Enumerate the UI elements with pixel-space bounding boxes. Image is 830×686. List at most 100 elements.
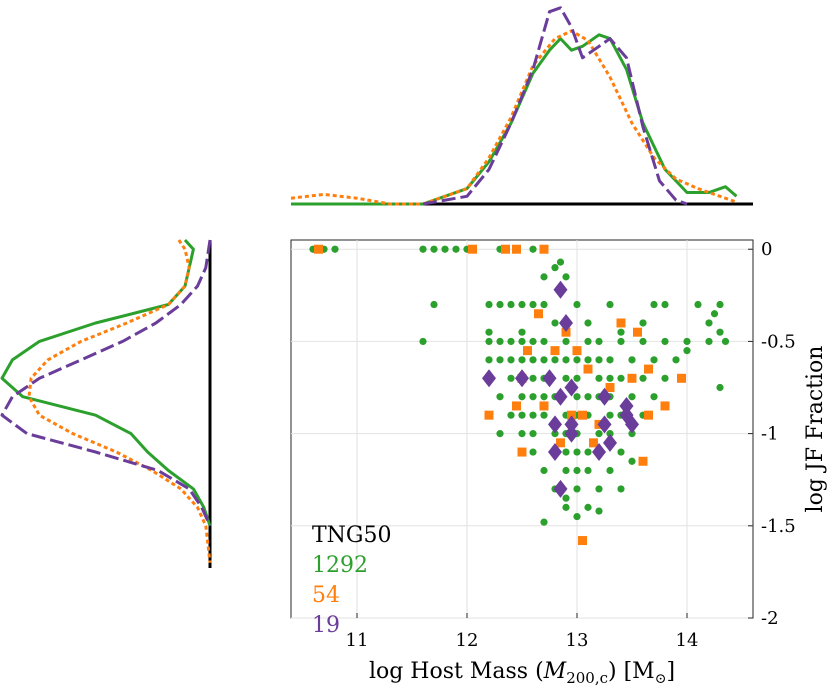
point-green-circle	[518, 411, 526, 419]
point-green-circle	[716, 383, 724, 392]
point-green-circle	[551, 430, 559, 438]
point-orange-square	[539, 401, 549, 411]
point-orange-square	[550, 346, 560, 356]
point-green-circle	[573, 448, 581, 456]
point-purple-diamond	[482, 369, 496, 388]
point-green-circle	[650, 356, 658, 364]
point-green-circle	[529, 393, 537, 401]
point-green-circle	[485, 356, 493, 364]
point-green-circle	[540, 300, 548, 309]
point-green-circle	[584, 393, 592, 401]
point-orange-square	[512, 401, 521, 411]
point-purple-diamond	[515, 369, 529, 388]
point-green-circle	[573, 512, 581, 521]
gridlines	[291, 240, 753, 619]
point-green-circle	[661, 374, 669, 382]
point-purple-diamond	[625, 415, 639, 434]
point-green-circle	[496, 430, 504, 438]
point-green-circle	[617, 374, 625, 382]
point-purple-diamond	[553, 280, 568, 299]
point-purple-diamond	[553, 387, 568, 406]
point-green-circle	[496, 393, 504, 401]
point-orange-square	[572, 346, 582, 356]
scatter-panel: 11 12 13 14 0 -0.5 -1 -1.5 -2	[290, 239, 796, 651]
point-green-circle	[705, 337, 713, 346]
point-green-circle	[628, 356, 636, 364]
point-purple-diamond	[597, 415, 612, 434]
point-green-circle	[562, 337, 570, 346]
point-orange-square	[578, 536, 587, 546]
point-green-circle	[716, 300, 724, 309]
point-green-circle	[507, 374, 515, 382]
point-green-circle	[628, 393, 636, 401]
x-tick-label: 13	[566, 630, 589, 651]
point-orange-square	[616, 318, 626, 328]
point-purple-diamond	[564, 378, 579, 397]
y-tick-label: -0.5	[761, 331, 796, 352]
x-tick-label: 11	[346, 630, 369, 651]
point-orange-square	[605, 383, 615, 393]
point-green-circle	[556, 258, 565, 266]
point-green-circle	[606, 300, 614, 309]
point-green-circle	[518, 430, 526, 438]
point-orange-square	[633, 327, 642, 337]
point-orange-square	[589, 438, 598, 448]
point-green-circle	[595, 485, 603, 493]
point-green-circle	[540, 337, 548, 346]
point-green-circle	[639, 374, 647, 382]
point-green-circle	[540, 356, 548, 364]
point-green-circle	[617, 337, 625, 346]
kde-curve-top-54	[290, 29, 737, 206]
point-green-circle	[507, 356, 515, 364]
point-green-circle	[606, 356, 614, 364]
y-tick-label: -2	[761, 608, 779, 629]
point-green-circle	[595, 337, 603, 346]
point-green-circle	[584, 503, 592, 511]
point-orange-square	[677, 373, 686, 383]
point-green-circle	[540, 411, 548, 419]
point-orange-square	[583, 364, 593, 374]
point-orange-square	[578, 410, 587, 420]
point-purple-diamond	[597, 387, 612, 406]
point-orange-square	[468, 244, 477, 254]
y-axis-ticks: 0 -0.5 -1 -1.5 -2	[748, 239, 796, 629]
point-purple-diamond	[548, 415, 562, 434]
y-tick-label: -1	[761, 424, 779, 445]
point-orange-square	[534, 309, 543, 319]
point-green-circle	[606, 374, 614, 382]
point-green-circle	[551, 319, 559, 327]
point-purple-diamond	[542, 369, 557, 388]
point-purple-diamond	[548, 443, 562, 462]
scatter-points	[309, 244, 730, 546]
point-green-circle	[606, 411, 614, 419]
point-green-circle	[518, 393, 526, 401]
point-green-circle	[551, 356, 559, 364]
point-green-circle	[721, 337, 730, 346]
point-green-circle	[705, 319, 713, 327]
point-green-circle	[683, 347, 691, 355]
point-green-circle	[540, 393, 548, 401]
point-green-circle	[485, 337, 493, 346]
point-purple-diamond	[564, 424, 579, 443]
point-green-circle	[430, 245, 438, 253]
point-green-circle	[507, 337, 515, 346]
point-green-circle	[584, 466, 592, 475]
point-green-circle	[595, 430, 603, 438]
point-green-circle	[573, 356, 581, 364]
legend-title: TNG50	[312, 523, 392, 548]
point-green-circle	[529, 300, 537, 309]
legend: TNG50 1292 54 19	[312, 523, 392, 638]
point-purple-diamond	[619, 396, 634, 415]
point-green-circle	[485, 328, 493, 336]
point-orange-square	[523, 346, 532, 356]
point-green-circle	[639, 319, 647, 327]
point-green-circle	[529, 245, 537, 253]
y-tick-label: 0	[761, 239, 772, 260]
point-orange-square	[567, 410, 576, 420]
point-green-circle	[507, 300, 515, 309]
point-green-circle	[529, 356, 537, 364]
point-green-circle	[595, 507, 603, 515]
point-green-circle	[650, 300, 658, 309]
point-green-circle	[683, 337, 691, 346]
point-green-circle	[595, 356, 603, 364]
